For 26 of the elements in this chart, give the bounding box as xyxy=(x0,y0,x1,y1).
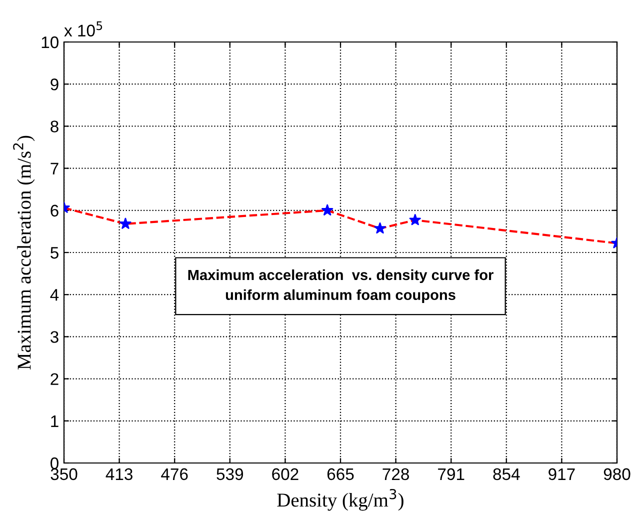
x-tick-label: 665 xyxy=(327,468,354,480)
y-tick-label: 1 xyxy=(51,415,58,427)
y-tick-label: 7 xyxy=(50,162,58,174)
x-axis-title: Density (kg/m$^{3}$) xyxy=(277,488,404,511)
x-tick-label: 539 xyxy=(216,468,244,480)
y-tick-label: 0 xyxy=(50,457,58,470)
y-tick-label: 4 xyxy=(50,289,59,301)
y-tick-label: 9 xyxy=(50,78,58,90)
x-tick-label: 413 xyxy=(106,468,132,480)
y-axis-title: Maximum acceleration (m/s$^{2}$) xyxy=(13,136,35,370)
x-tick-label: 476 xyxy=(161,468,188,480)
y-tick-label: 8 xyxy=(50,120,58,132)
x-tick-label: 602 xyxy=(272,468,298,480)
x-tick-label: 791 xyxy=(438,468,464,480)
y-tick-label: 3 xyxy=(50,331,58,343)
y-tick-label: 6 xyxy=(50,204,58,217)
y-tick-label: 2 xyxy=(50,373,58,385)
x-tick-label: 728 xyxy=(382,468,409,480)
y-tick-label: 10 xyxy=(42,36,58,48)
x-tick-label: 854 xyxy=(493,468,520,480)
x-tick-label: 917 xyxy=(548,468,575,480)
x-tick-label: 350 xyxy=(50,468,78,480)
annotation: Maximum acceleration vs. density curve for uniform aluminum foam coupons xyxy=(188,269,494,303)
text: x 10$^{5}$ xyxy=(64,21,102,36)
x-tick-label: 980 xyxy=(604,468,630,480)
y-tick-label: 5 xyxy=(50,247,58,259)
